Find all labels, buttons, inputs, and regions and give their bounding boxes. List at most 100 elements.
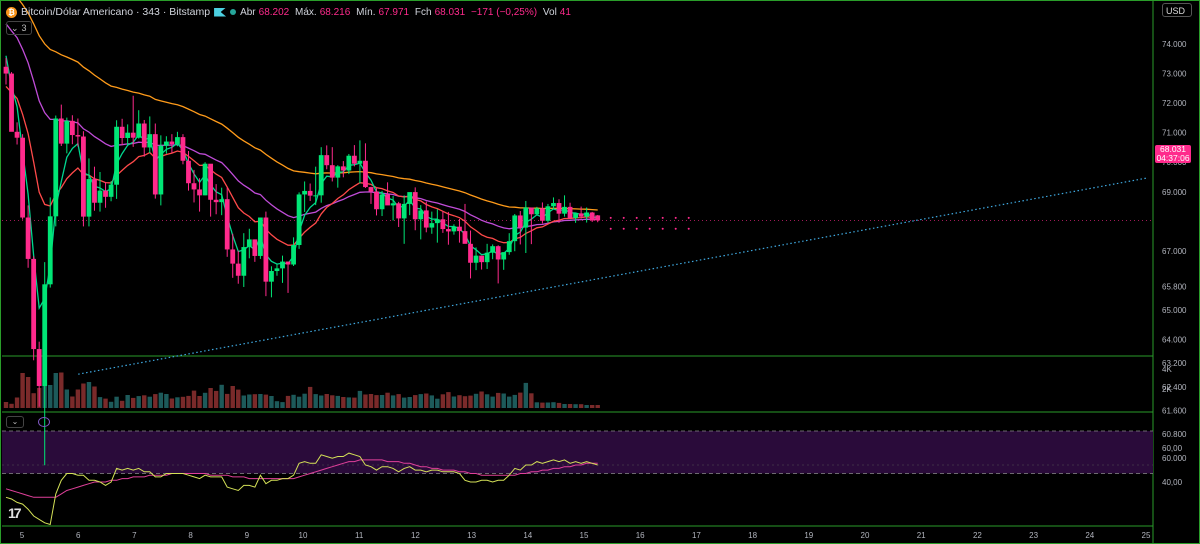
candle-body[interactable] bbox=[584, 212, 590, 217]
candle-body[interactable] bbox=[390, 203, 396, 206]
candle-body[interactable] bbox=[363, 160, 368, 188]
candle-body[interactable] bbox=[25, 217, 31, 259]
candle-body[interactable] bbox=[462, 231, 468, 244]
candle-body[interactable] bbox=[468, 243, 473, 263]
candle-body[interactable] bbox=[180, 137, 186, 161]
candle-body[interactable] bbox=[490, 246, 496, 253]
candle-body[interactable] bbox=[175, 137, 180, 145]
candle-body[interactable] bbox=[335, 166, 341, 178]
candle-body[interactable] bbox=[446, 229, 451, 232]
candle-body[interactable] bbox=[147, 134, 153, 148]
candle-body[interactable] bbox=[473, 255, 479, 263]
candle-body[interactable] bbox=[108, 184, 114, 197]
candle-body[interactable] bbox=[318, 155, 324, 196]
indicators-toggle[interactable]: ⌄ 3 bbox=[6, 21, 32, 35]
candle-body[interactable] bbox=[197, 189, 202, 196]
candle-body[interactable] bbox=[534, 208, 540, 215]
candle-body[interactable] bbox=[412, 192, 418, 220]
candle-body[interactable] bbox=[324, 155, 330, 166]
candle-body[interactable] bbox=[20, 137, 25, 218]
candle-body[interactable] bbox=[313, 195, 319, 197]
tradingview-logo-icon[interactable]: 17 bbox=[8, 505, 22, 521]
candle-body[interactable] bbox=[81, 136, 86, 217]
candle-body[interactable] bbox=[158, 145, 164, 195]
candle-body[interactable] bbox=[252, 239, 258, 256]
candle-body[interactable] bbox=[379, 194, 385, 210]
candle-body[interactable] bbox=[512, 215, 518, 242]
candle-body[interactable] bbox=[540, 208, 545, 221]
candle-body[interactable] bbox=[562, 206, 567, 214]
candle-body[interactable] bbox=[296, 194, 302, 246]
candle-body[interactable] bbox=[517, 215, 523, 228]
trendline[interactable] bbox=[78, 177, 1147, 375]
candle-body[interactable] bbox=[152, 134, 158, 195]
currency-selector[interactable]: USD bbox=[1162, 3, 1192, 17]
candle-body[interactable] bbox=[440, 219, 446, 230]
candle-body[interactable] bbox=[374, 191, 379, 210]
rsi-collapse-button[interactable]: ⌄ bbox=[6, 416, 24, 428]
candle-body[interactable] bbox=[86, 179, 92, 217]
candle-body[interactable] bbox=[274, 268, 280, 272]
candle-body[interactable] bbox=[224, 199, 230, 250]
candle-body[interactable] bbox=[351, 155, 357, 164]
candle-body[interactable] bbox=[407, 192, 413, 204]
candle-body[interactable] bbox=[3, 66, 9, 74]
candle-body[interactable] bbox=[257, 217, 263, 256]
candle-body[interactable] bbox=[92, 179, 97, 203]
candle-body[interactable] bbox=[291, 245, 296, 265]
candle-body[interactable] bbox=[208, 163, 214, 200]
candle-body[interactable] bbox=[340, 166, 346, 171]
candle-body[interactable] bbox=[501, 252, 507, 260]
candle-body[interactable] bbox=[75, 135, 81, 137]
candle-body[interactable] bbox=[595, 215, 601, 221]
candle-body[interactable] bbox=[429, 223, 435, 228]
candle-body[interactable] bbox=[567, 206, 573, 219]
candle-body[interactable] bbox=[269, 271, 274, 282]
candle-body[interactable] bbox=[141, 123, 147, 148]
candle-body[interactable] bbox=[103, 190, 108, 197]
candle-body[interactable] bbox=[125, 132, 131, 139]
candle-body[interactable] bbox=[578, 213, 584, 217]
candle-body[interactable] bbox=[495, 246, 501, 260]
candle-body[interactable] bbox=[219, 199, 225, 203]
candle-body[interactable] bbox=[357, 160, 363, 164]
candle-body[interactable] bbox=[329, 165, 335, 178]
candle-body[interactable] bbox=[556, 203, 562, 214]
candle-body[interactable] bbox=[213, 199, 219, 203]
candle-body[interactable] bbox=[528, 207, 534, 215]
candle-body[interactable] bbox=[42, 284, 48, 387]
candle-body[interactable] bbox=[47, 216, 53, 285]
candle-body[interactable] bbox=[368, 187, 374, 192]
candle-body[interactable] bbox=[451, 226, 457, 232]
candle-body[interactable] bbox=[14, 131, 20, 138]
eye-icon[interactable] bbox=[38, 417, 50, 427]
symbol-title[interactable]: Bitcoin/Dólar Americano · 343 · Bitstamp bbox=[21, 6, 211, 18]
candle-body[interactable] bbox=[114, 126, 119, 185]
candle-body[interactable] bbox=[191, 183, 197, 190]
candle-body[interactable] bbox=[401, 203, 407, 219]
candle-body[interactable] bbox=[346, 155, 352, 171]
candle-body[interactable] bbox=[385, 194, 390, 206]
candle-body[interactable] bbox=[551, 203, 556, 207]
candle-body[interactable] bbox=[241, 247, 247, 276]
candle-body[interactable] bbox=[573, 213, 578, 219]
candle-body[interactable] bbox=[169, 141, 175, 145]
candle-body[interactable] bbox=[36, 349, 42, 387]
candle-body[interactable] bbox=[302, 190, 308, 195]
candle-body[interactable] bbox=[434, 219, 440, 224]
candle-body[interactable] bbox=[423, 210, 429, 228]
candle-body[interactable] bbox=[457, 226, 462, 232]
candle-body[interactable] bbox=[545, 206, 551, 221]
candle-body[interactable] bbox=[523, 207, 529, 228]
candle-body[interactable] bbox=[53, 118, 59, 217]
candle-body[interactable] bbox=[202, 163, 208, 196]
candle-body[interactable] bbox=[479, 255, 484, 263]
candle-body[interactable] bbox=[31, 258, 37, 350]
candle-body[interactable] bbox=[285, 261, 291, 265]
candle-body[interactable] bbox=[263, 217, 269, 282]
candle-body[interactable] bbox=[9, 73, 14, 132]
candle-body[interactable] bbox=[163, 141, 169, 146]
candle-body[interactable] bbox=[418, 210, 424, 220]
candle-body[interactable] bbox=[589, 212, 595, 221]
